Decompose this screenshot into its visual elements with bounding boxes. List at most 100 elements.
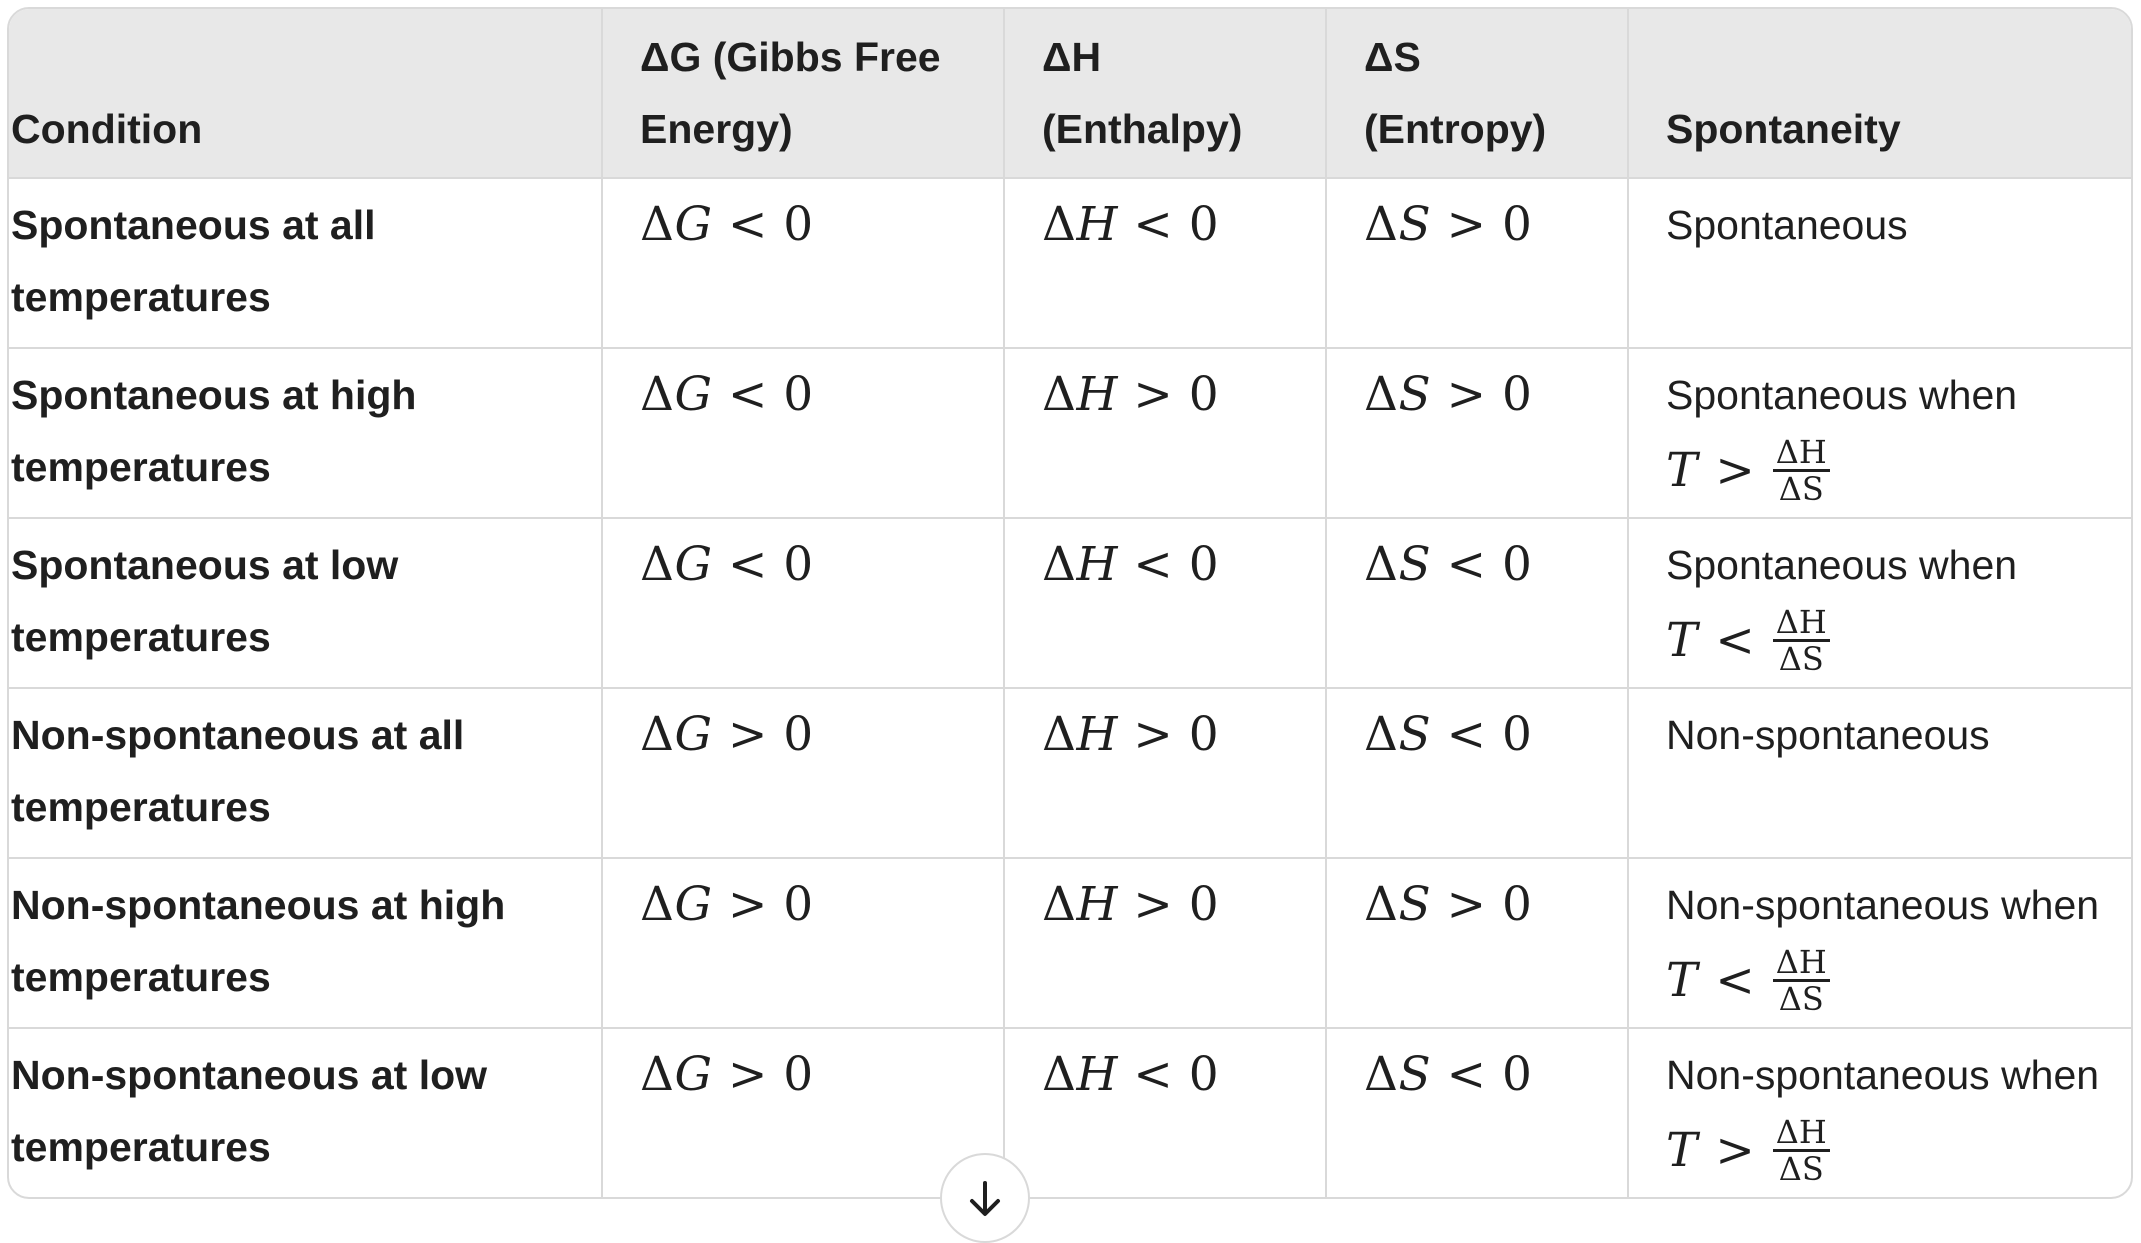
denominator-text: ΔS (1778, 470, 1824, 508)
numerator-text: ΔH (1775, 603, 1827, 641)
math-operator: > (1133, 367, 1174, 422)
delta-s-cell: ΔS > 0 (1325, 857, 1629, 1029)
delta-symbol: Δ (1364, 877, 1399, 932)
delta-symbol: Δ (640, 877, 675, 932)
scroll-down-button[interactable] (940, 1153, 1030, 1243)
spontaneity-text: Non-spontaneous (1666, 712, 1990, 758)
temperature-variable: T (1666, 1122, 1698, 1178)
delta-symbol: Δ (1364, 537, 1399, 592)
math-variable: H (1076, 877, 1118, 932)
temperature-condition-formula: T < ΔH ΔS (1666, 945, 2125, 1016)
math-operator: < (727, 367, 768, 422)
table-header: Condition ΔG (Gibbs Free Energy) ΔH (Ent… (9, 9, 2131, 179)
math-variable: G (674, 367, 713, 422)
temperature-condition-formula: T < ΔH ΔS (1666, 605, 2125, 676)
spontaneity-table: Condition ΔG (Gibbs Free Energy) ΔH (Ent… (9, 9, 2131, 1197)
header-row: Condition ΔG (Gibbs Free Energy) ΔH (Ent… (9, 9, 2131, 179)
delta-g-cell: ΔG > 0 (601, 687, 1005, 859)
delta-symbol: Δ (640, 197, 675, 252)
math-operator: > (727, 877, 768, 932)
fraction-numerator: ΔH (1772, 603, 1830, 642)
condition-cell: Non-spontaneous at all temperatures (9, 687, 603, 859)
table-row: Spontaneous at high temperatures ΔG < 0 … (9, 347, 2131, 519)
spontaneity-text: Spontaneous (1666, 202, 1908, 248)
delta-h-cell: ΔH < 0 (1003, 517, 1327, 689)
delta-symbol: Δ (640, 367, 675, 422)
numerator-text: ΔH (1775, 433, 1827, 471)
math-value: 0 (1501, 537, 1533, 592)
delta-g-cell: ΔG > 0 (601, 1027, 1005, 1197)
math-value: 0 (1188, 1047, 1220, 1102)
math-operator: > (1446, 367, 1487, 422)
math-value: 0 (1501, 367, 1533, 422)
math-variable: H (1076, 707, 1118, 762)
math-value: 0 (783, 877, 814, 932)
math-value: 0 (1501, 877, 1533, 932)
enthalpy-over-entropy-fraction: ΔH ΔS (1772, 603, 1830, 676)
table-row: Spontaneous at low temperatures ΔG < 0 Δ… (9, 517, 2131, 689)
delta-s-cell: ΔS < 0 (1325, 1027, 1629, 1197)
spontaneity-cell: Spontaneous when T > ΔH ΔS (1627, 347, 2131, 519)
math-operator: > (1133, 707, 1174, 762)
math-operator: < (1133, 1047, 1174, 1102)
enthalpy-over-entropy-fraction: ΔH ΔS (1772, 433, 1830, 506)
comparison-operator: > (1715, 1122, 1755, 1178)
condition-cell: Spontaneous at low temperatures (9, 517, 603, 689)
numerator-text: ΔH (1775, 943, 1827, 981)
delta-s-cell: ΔS < 0 (1325, 687, 1629, 859)
math-variable: S (1398, 537, 1432, 592)
delta-s-cell: ΔS > 0 (1325, 347, 1629, 519)
temperature-variable: T (1666, 612, 1698, 668)
numerator-text: ΔH (1775, 1113, 1827, 1151)
fraction-numerator: ΔH (1772, 433, 1830, 472)
delta-g-cell: ΔG < 0 (601, 177, 1005, 349)
comparison-operator: < (1715, 952, 1755, 1008)
spontaneity-cell: Non-spontaneous when T < ΔH ΔS (1627, 857, 2131, 1029)
fraction-denominator: ΔS (1776, 642, 1827, 676)
math-value: 0 (1501, 197, 1533, 252)
math-value: 0 (783, 1047, 814, 1102)
comparison-operator: > (1715, 442, 1755, 498)
delta-h-cell: ΔH < 0 (1003, 177, 1327, 349)
spontaneity-text: Non-spontaneous when (1666, 882, 2100, 928)
math-value: 0 (1188, 707, 1220, 762)
math-variable: H (1076, 367, 1118, 422)
condition-text: Non-spontaneous at all temperatures (11, 712, 465, 830)
math-value: 0 (1188, 877, 1220, 932)
math-variable: H (1076, 197, 1118, 252)
condition-text: Non-spontaneous at high temperatures (11, 882, 506, 1000)
spontaneity-cell: Non-spontaneous (1627, 687, 2131, 859)
delta-h-cell: ΔH > 0 (1003, 347, 1327, 519)
thermodynamics-table-container: Condition ΔG (Gibbs Free Energy) ΔH (Ent… (7, 7, 2133, 1199)
spontaneity-cell: Spontaneous when T < ΔH ΔS (1627, 517, 2131, 689)
table-body: Spontaneous at all temperatures ΔG < 0 Δ… (9, 177, 2131, 1197)
math-operator: < (727, 537, 768, 592)
comparison-operator: < (1715, 612, 1755, 668)
header-delta-h: ΔH (Enthalpy) (1003, 9, 1327, 179)
math-variable: G (674, 197, 713, 252)
delta-s-cell: ΔS > 0 (1325, 177, 1629, 349)
math-value: 0 (1188, 197, 1220, 252)
math-variable: G (674, 707, 713, 762)
delta-g-cell: ΔG > 0 (601, 857, 1005, 1029)
denominator-text: ΔS (1778, 1150, 1824, 1188)
math-value: 0 (1501, 1047, 1533, 1102)
math-variable: S (1398, 197, 1432, 252)
delta-symbol: Δ (1042, 877, 1077, 932)
header-delta-g: ΔG (Gibbs Free Energy) (601, 9, 1005, 179)
delta-symbol: Δ (640, 537, 675, 592)
condition-cell: Spontaneous at high temperatures (9, 347, 603, 519)
fraction-denominator: ΔS (1776, 472, 1827, 506)
table-row: Non-spontaneous at all temperatures ΔG >… (9, 687, 2131, 859)
fraction-numerator: ΔH (1772, 1113, 1830, 1152)
spontaneity-text: Spontaneous when (1666, 372, 2018, 418)
math-operator: > (1446, 197, 1487, 252)
delta-symbol: Δ (1364, 1047, 1399, 1102)
math-operator: < (727, 197, 768, 252)
spontaneity-text: Spontaneous when (1666, 542, 2018, 588)
denominator-text: ΔS (1778, 640, 1824, 678)
math-variable: G (674, 1047, 713, 1102)
math-operator: > (1446, 877, 1487, 932)
delta-symbol: Δ (1364, 707, 1399, 762)
delta-g-cell: ΔG < 0 (601, 347, 1005, 519)
